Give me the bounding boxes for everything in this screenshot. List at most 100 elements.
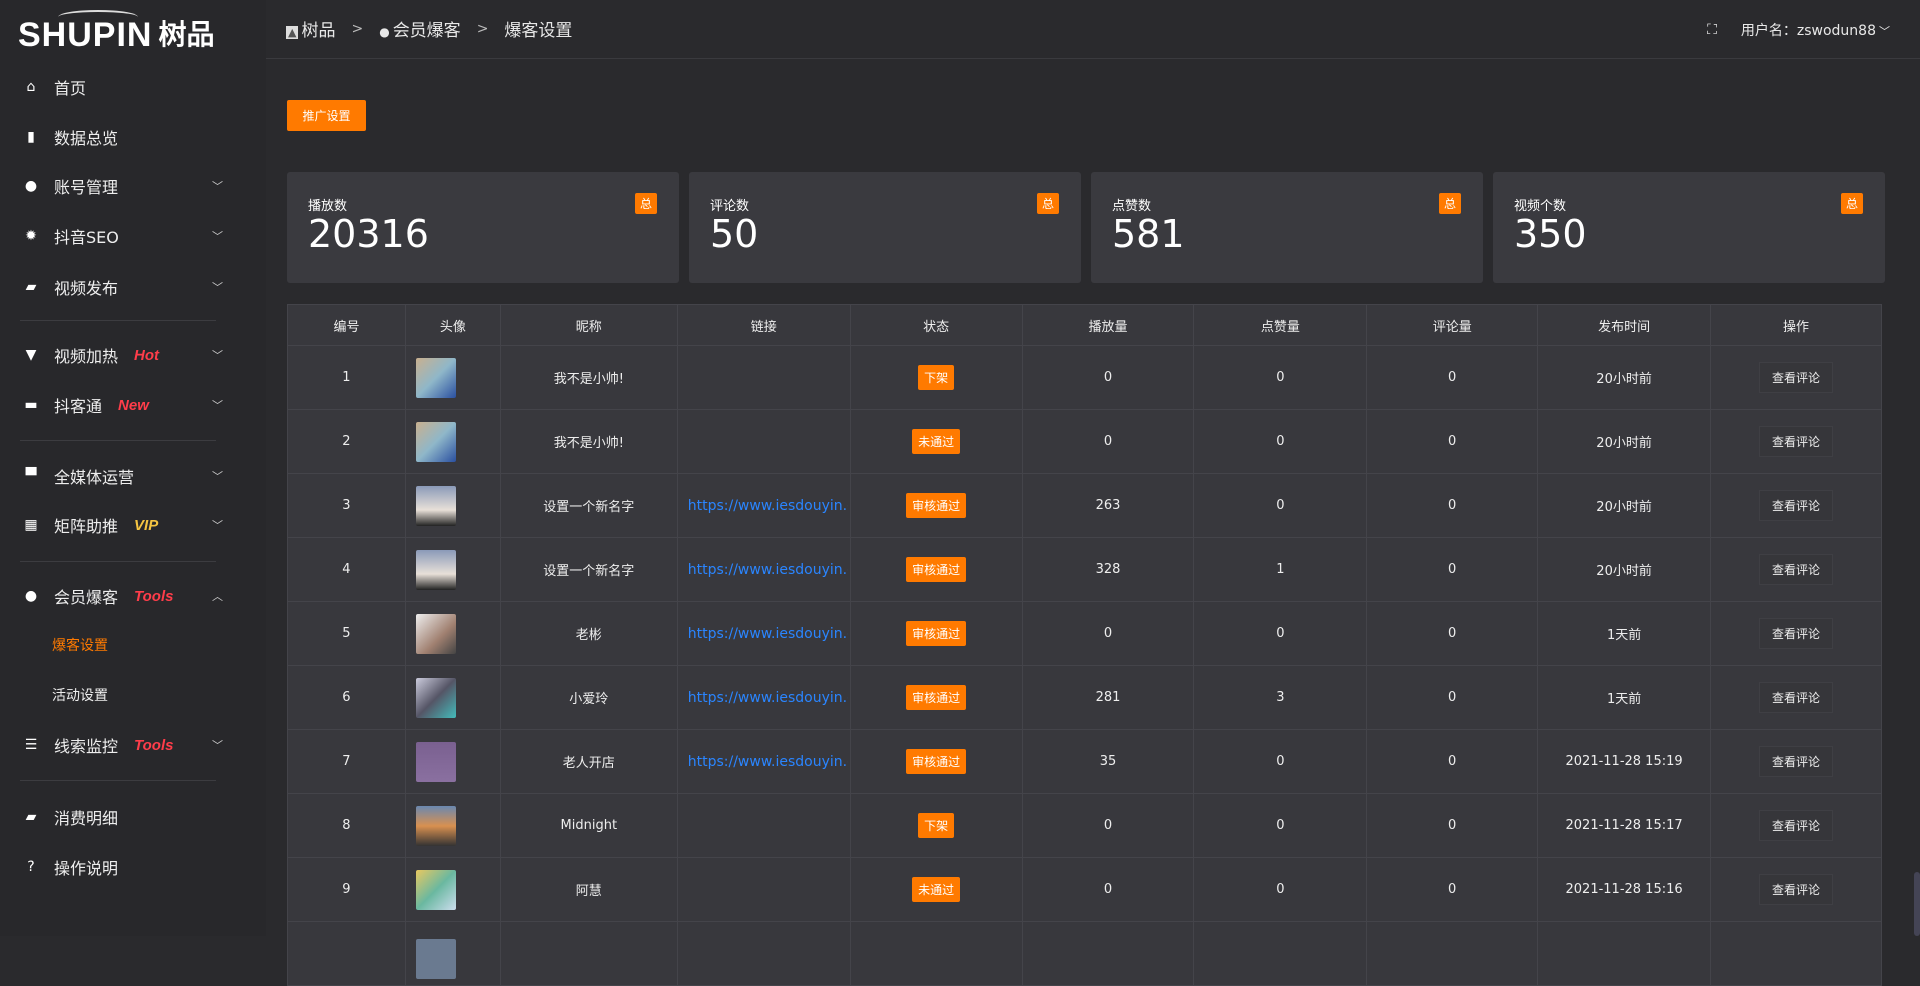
cell-action: 查看评论 bbox=[1710, 409, 1882, 474]
cell-time: 2021-11-28 15:19 bbox=[1537, 729, 1712, 794]
cell-avatar bbox=[404, 537, 501, 602]
status-badge: 审核通过 bbox=[906, 621, 967, 646]
sidebar-item-label: 视频加热 bbox=[54, 347, 119, 366]
avatar bbox=[415, 549, 456, 590]
breadcrumb-member[interactable]: ● 会员爆客 bbox=[379, 21, 461, 41]
cell-id: 7 bbox=[287, 729, 406, 794]
wallet-icon: ▰ bbox=[25, 809, 37, 825]
cell-time: 20小时前 bbox=[1537, 537, 1712, 602]
avatar bbox=[415, 938, 456, 979]
sidebar-tag: Hot bbox=[134, 346, 160, 364]
sidebar-item-8[interactable]: ▀ 全媒体运营 ﹀ bbox=[0, 456, 266, 496]
cell-action: 查看评论 bbox=[1710, 473, 1882, 538]
cell-link: https://www.iesdouyin.c bbox=[676, 665, 851, 730]
stat-value: 20316 bbox=[308, 212, 429, 256]
cell-avatar bbox=[404, 857, 501, 922]
cell bbox=[1710, 921, 1882, 986]
video-link[interactable]: https://www.iesdouyin.c bbox=[687, 625, 848, 642]
sidebar-item-2[interactable]: ▮ 数据总览 bbox=[0, 117, 266, 157]
cell-comments: 0 bbox=[1366, 729, 1539, 794]
cell-action: 查看评论 bbox=[1710, 601, 1882, 666]
sidebar-subitem-1[interactable]: 爆客设置 bbox=[52, 638, 108, 654]
view-comments-button[interactable]: 查看评论 bbox=[1759, 810, 1834, 841]
promo-settings-button[interactable]: 推广设置 bbox=[287, 100, 366, 131]
cell-id: 9 bbox=[287, 857, 406, 922]
cell-link: https://www.iesdouyin.c bbox=[676, 537, 851, 602]
column-header: 链接 bbox=[676, 304, 851, 346]
sidebar-item-6[interactable]: ▼ 视频加热 Hot ﹀ bbox=[0, 335, 266, 375]
bar-chart-icon: ▮ bbox=[27, 129, 35, 145]
cell-avatar bbox=[404, 345, 501, 410]
view-comments-button[interactable]: 查看评论 bbox=[1759, 618, 1834, 649]
cell-comments: 0 bbox=[1366, 601, 1539, 666]
video-link[interactable]: https://www.iesdouyin.c bbox=[687, 497, 848, 514]
sidebar-subitem-2[interactable]: 活动设置 bbox=[52, 688, 108, 704]
video-link[interactable]: https://www.iesdouyin.c bbox=[687, 561, 848, 578]
cell-plays: 0 bbox=[1021, 409, 1195, 474]
cell-plays: 0 bbox=[1021, 601, 1195, 666]
column-header: 点赞量 bbox=[1193, 304, 1368, 346]
stat-value: 350 bbox=[1514, 212, 1587, 256]
view-comments-button[interactable]: 查看评论 bbox=[1759, 874, 1834, 905]
user-menu[interactable]: 用户名：zswodun88 ﹀ bbox=[1740, 23, 1890, 39]
status-badge: 下架 bbox=[918, 365, 955, 390]
table-row: 3 设置一个新名字 https://www.iesdouyin.c 审核通过 2… bbox=[287, 473, 1882, 538]
sidebar-item-10[interactable]: ● 会员爆客 Tools ︿ bbox=[0, 576, 266, 616]
logo-arc bbox=[58, 10, 138, 24]
logo[interactable]: SHUPIN 树品 bbox=[18, 10, 214, 52]
sidebar-item-9[interactable]: ▦ 矩阵助推 VIP ﹀ bbox=[0, 505, 266, 545]
view-comments-button[interactable]: 查看评论 bbox=[1759, 362, 1834, 393]
sidebar-item-3[interactable]: ● 账号管理 ﹀ bbox=[0, 166, 266, 206]
column-header: 发布时间 bbox=[1537, 304, 1712, 346]
sidebar-item-1[interactable]: ⌂ 首页 bbox=[0, 67, 266, 107]
cell-likes: 0 bbox=[1193, 345, 1368, 410]
chart-icon: ▲ bbox=[286, 26, 299, 39]
avatar bbox=[415, 805, 456, 846]
cell-likes: 0 bbox=[1193, 601, 1368, 666]
cell-likes: 0 bbox=[1193, 729, 1368, 794]
sidebar-item-11[interactable]: ☰ 线索监控 Tools ﹀ bbox=[0, 725, 266, 765]
cell-likes: 0 bbox=[1193, 409, 1368, 474]
breadcrumb-home[interactable]: ▲ 树品 bbox=[286, 21, 336, 41]
stat-label: 视频个数 bbox=[1514, 199, 1567, 214]
topbar: ▲ 树品 > ● 会员爆客 > 爆客设置 ⛶ 用户名：zswodun88 ﹀ bbox=[266, 0, 1920, 59]
view-comments-button[interactable]: 查看评论 bbox=[1759, 682, 1834, 713]
view-comments-button[interactable]: 查看评论 bbox=[1759, 490, 1834, 521]
view-comments-button[interactable]: 查看评论 bbox=[1759, 746, 1834, 777]
table-row: 4 设置一个新名字 https://www.iesdouyin.c 审核通过 3… bbox=[287, 537, 1882, 602]
user-icon: ● bbox=[24, 588, 38, 604]
table-row: 9 阿慧 未通过 0 0 0 2021-11-28 15:16 查看评论 bbox=[287, 857, 1882, 922]
view-comments-button[interactable]: 查看评论 bbox=[1759, 426, 1834, 457]
stat-label: 点赞数 bbox=[1112, 199, 1152, 214]
sidebar-item-12[interactable]: ▰ 消费明细 bbox=[0, 797, 266, 837]
cell-link bbox=[676, 409, 851, 474]
cell-status: 审核通过 bbox=[849, 665, 1023, 730]
stat-card: 视频个数 350 总 bbox=[1493, 172, 1885, 283]
video-link[interactable]: https://www.iesdouyin.c bbox=[687, 753, 848, 770]
sidebar-item-13[interactable]: ? 操作说明 bbox=[0, 847, 266, 887]
cell bbox=[1537, 921, 1712, 986]
sidebar-item-5[interactable]: ▰ 视频发布 ﹀ bbox=[0, 267, 266, 307]
cell-nickname: 老人开店 bbox=[499, 729, 678, 794]
cell-avatar bbox=[404, 409, 501, 474]
total-badge: 总 bbox=[1438, 193, 1461, 214]
table-row: 1 我不是小帅! 下架 0 0 0 20小时前 查看评论 bbox=[287, 345, 1882, 410]
cell-avatar bbox=[404, 921, 501, 986]
cell-action: 查看评论 bbox=[1710, 793, 1882, 858]
cell-time: 1天前 bbox=[1537, 665, 1712, 730]
cell-nickname: Midnight bbox=[499, 793, 678, 858]
cell-avatar bbox=[404, 729, 501, 794]
view-comments-button[interactable]: 查看评论 bbox=[1759, 554, 1834, 585]
avatar bbox=[415, 357, 456, 398]
sidebar-item-7[interactable]: ▬ 抖客通 New ﹀ bbox=[0, 385, 266, 425]
video-link[interactable]: https://www.iesdouyin.c bbox=[687, 689, 848, 706]
chevron-down-icon: ﹀ bbox=[212, 281, 223, 294]
cell-action: 查看评论 bbox=[1710, 857, 1882, 922]
fullscreen-icon[interactable]: ⛶ bbox=[1707, 22, 1717, 38]
cell-plays: 263 bbox=[1021, 473, 1195, 538]
cell-link bbox=[676, 793, 851, 858]
sidebar-item-4[interactable]: ✹ 抖音SEO ﹀ bbox=[0, 216, 266, 256]
cell-likes: 1 bbox=[1193, 537, 1368, 602]
scrollbar[interactable] bbox=[1914, 872, 1920, 936]
sidebar-divider bbox=[20, 440, 216, 441]
